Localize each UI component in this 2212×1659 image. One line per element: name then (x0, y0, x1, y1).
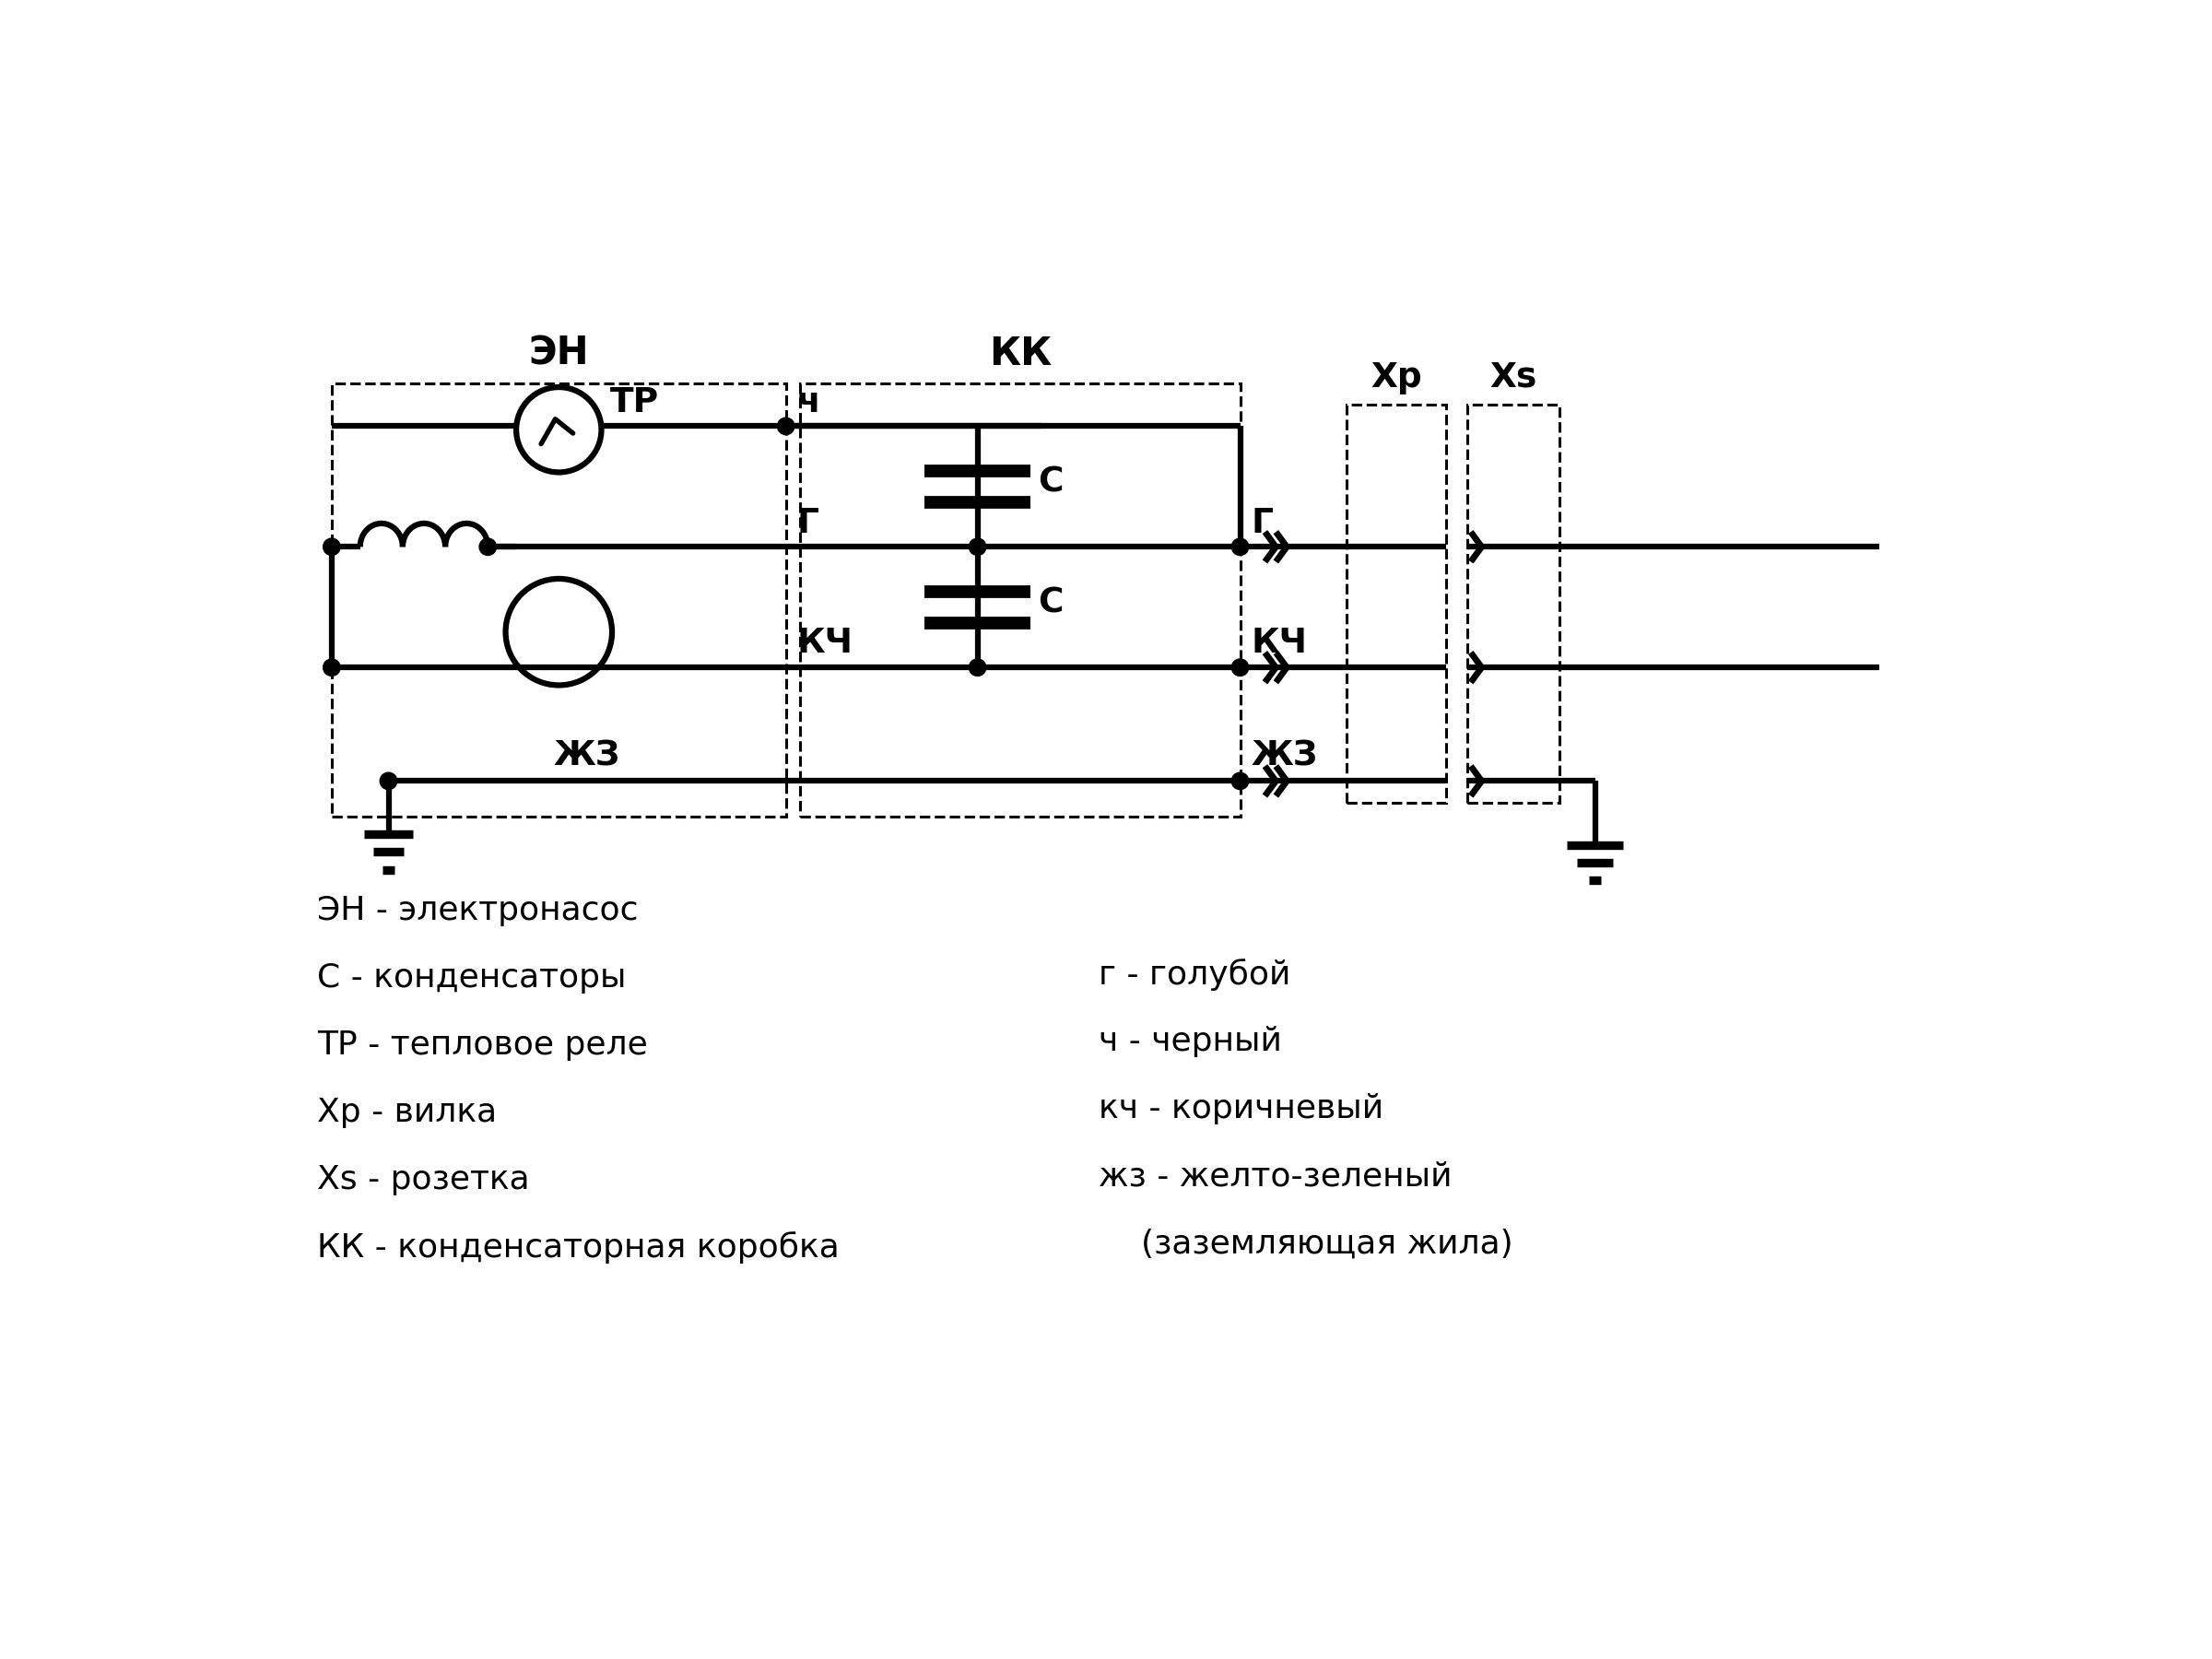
Text: Г: Г (1250, 506, 1272, 539)
Bar (1467, 405, 1559, 803)
Circle shape (969, 659, 987, 675)
Text: г - голубой: г - голубой (1097, 959, 1290, 990)
Circle shape (1232, 773, 1248, 790)
Text: ч: ч (796, 387, 821, 420)
Text: Xs: Xs (1489, 362, 1537, 395)
Text: Г: Г (796, 506, 818, 539)
Text: С: С (1037, 587, 1064, 620)
Text: С - конденсаторы: С - конденсаторы (319, 962, 626, 994)
Text: жз - желто-зеленый: жз - желто-зеленый (1097, 1161, 1451, 1193)
Text: ч - черный: ч - черный (1097, 1025, 1281, 1057)
Bar (1347, 405, 1447, 803)
Circle shape (1232, 538, 1248, 556)
Text: ЖЗ: ЖЗ (1250, 740, 1318, 773)
Text: ЖЗ: ЖЗ (553, 740, 622, 773)
Circle shape (776, 418, 794, 435)
Circle shape (969, 538, 987, 556)
Text: ТР: ТР (611, 387, 659, 420)
Text: КК: КК (989, 333, 1051, 373)
Text: КК - конденсаторная коробка: КК - конденсаторная коробка (319, 1231, 841, 1264)
Text: С: С (1037, 466, 1064, 499)
Circle shape (480, 538, 495, 556)
Text: кч - коричневый: кч - коричневый (1097, 1093, 1382, 1125)
Text: Xs - розетка: Xs - розетка (319, 1165, 531, 1196)
Text: Хр: Хр (1371, 362, 1422, 395)
Text: Хр - вилка: Хр - вилка (319, 1097, 498, 1128)
Circle shape (323, 538, 341, 556)
Text: КЧ: КЧ (1250, 627, 1307, 660)
Bar (801, 383, 1241, 816)
Text: ТР - тепловое реле: ТР - тепловое реле (319, 1029, 648, 1060)
Text: ЭН - электронасос: ЭН - электронасос (319, 894, 639, 926)
Text: (заземляющая жила): (заземляющая жила) (1097, 1228, 1513, 1259)
Text: КЧ: КЧ (796, 627, 854, 660)
Circle shape (1232, 659, 1248, 675)
Bar (332, 383, 785, 816)
Circle shape (380, 773, 396, 790)
Text: ЭН: ЭН (529, 333, 588, 373)
Circle shape (323, 659, 341, 675)
